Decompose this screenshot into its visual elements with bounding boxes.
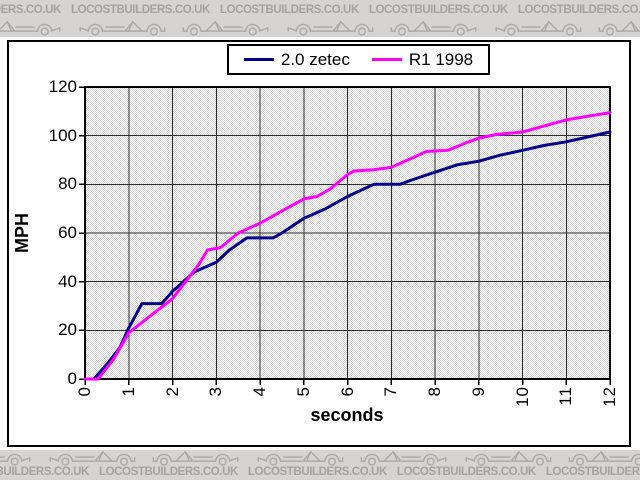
x-tick-label: 8 bbox=[425, 386, 444, 397]
watermark-text: LOCOSTBUILDERS.CO.UK bbox=[0, 466, 89, 478]
car-sketch-icon bbox=[356, 450, 452, 466]
y-tick-label: 40 bbox=[58, 271, 77, 291]
car-sketch-icon bbox=[74, 20, 170, 36]
series-line-2-0-zetec bbox=[83, 130, 612, 381]
watermark-banner-bottom: LOCOSTBUILDERS.CO.UK LOCOSTBUILDERS.CO.UK… bbox=[0, 450, 640, 480]
x-tick-label: 11 bbox=[556, 386, 576, 406]
car-sketch-icon bbox=[386, 20, 482, 36]
watermark-text: LOCOSTBUILDERS.CO.UK bbox=[219, 4, 359, 16]
y-axis-title: MPH bbox=[12, 213, 32, 253]
legend-label-zetec: 2.0 zetec bbox=[280, 49, 350, 69]
watermark-text-row: LOCOSTBUILDERS.CO.UK LOCOSTBUILDERS.CO.UK… bbox=[0, 466, 640, 479]
x-tick-label: 4 bbox=[250, 386, 269, 397]
car-sketch-icon bbox=[252, 450, 348, 466]
y-tick-label: 100 bbox=[48, 125, 77, 145]
watermark-banner-top: LOCOSTBUILDERS.CO.UK LOCOSTBUILDERS.CO.UK… bbox=[0, 0, 640, 37]
legend-item-r1: R1 1998 bbox=[371, 49, 474, 70]
series-line-r1-1998 bbox=[83, 111, 612, 381]
y-tick-label: 120 bbox=[48, 77, 77, 96]
x-tick-label: 0 bbox=[75, 386, 94, 397]
watermark-text: LOCOSTBUILDERS.CO.UK bbox=[517, 4, 640, 16]
watermark-text: LOCOSTBUILDERS.CO.UK bbox=[98, 466, 238, 478]
legend-label-r1: R1 1998 bbox=[408, 49, 474, 69]
watermark-text: LOCOSTBUILDERS.CO.UK bbox=[0, 4, 61, 16]
watermark-cars-row bbox=[0, 450, 640, 466]
plot-area bbox=[79, 86, 612, 385]
x-tick-label: 5 bbox=[293, 386, 313, 397]
watermark-text-row: LOCOSTBUILDERS.CO.UK LOCOSTBUILDERS.CO.UK… bbox=[0, 4, 640, 17]
x-tick-label: 6 bbox=[337, 386, 357, 397]
y-tick-label: 0 bbox=[67, 369, 77, 388]
x-tick-label: 7 bbox=[381, 386, 401, 397]
car-sketch-icon bbox=[148, 450, 244, 466]
car-sketch-icon bbox=[564, 450, 640, 466]
y-tick-label: 80 bbox=[58, 174, 77, 194]
y-tick-label: 60 bbox=[58, 223, 77, 242]
x-axis-title: seconds bbox=[310, 405, 384, 425]
y-tick-label: 20 bbox=[58, 320, 77, 340]
watermark-text: LOCOSTBUILDERS.CO.UK bbox=[70, 4, 210, 16]
x-tick-label: 3 bbox=[206, 386, 226, 397]
car-sketch-icon bbox=[0, 450, 36, 466]
x-tick-label: 9 bbox=[468, 386, 488, 397]
x-tick-label: 1 bbox=[118, 386, 138, 397]
x-tick-label: 10 bbox=[512, 386, 532, 407]
car-sketch-icon bbox=[0, 20, 66, 36]
gridlines bbox=[84, 86, 611, 380]
x-tick-label: 12 bbox=[600, 386, 619, 407]
car-sketch-icon bbox=[178, 20, 274, 36]
car-sketch-icon bbox=[490, 20, 586, 36]
watermark-text: LOCOSTBUILDERS.CO.UK bbox=[396, 466, 536, 478]
watermark-text: LOCOSTBUILDERS.CO.UK bbox=[545, 466, 640, 478]
watermark-text: LOCOSTBUILDERS.CO.UK bbox=[247, 466, 387, 478]
car-sketch-icon bbox=[282, 20, 378, 36]
car-sketch-icon bbox=[594, 20, 640, 36]
chart-legend: 2.0 zetec R1 1998 bbox=[227, 44, 490, 75]
legend-line-sample-zetec bbox=[243, 58, 274, 61]
car-sketch-icon bbox=[460, 450, 556, 466]
car-sketch-icon bbox=[44, 450, 140, 466]
legend-line-sample-r1 bbox=[371, 58, 402, 61]
watermark-cars-row bbox=[0, 20, 640, 36]
x-tick-label: 2 bbox=[162, 386, 182, 397]
watermark-text: LOCOSTBUILDERS.CO.UK bbox=[368, 4, 508, 16]
legend-item-zetec: 2.0 zetec bbox=[243, 49, 372, 70]
